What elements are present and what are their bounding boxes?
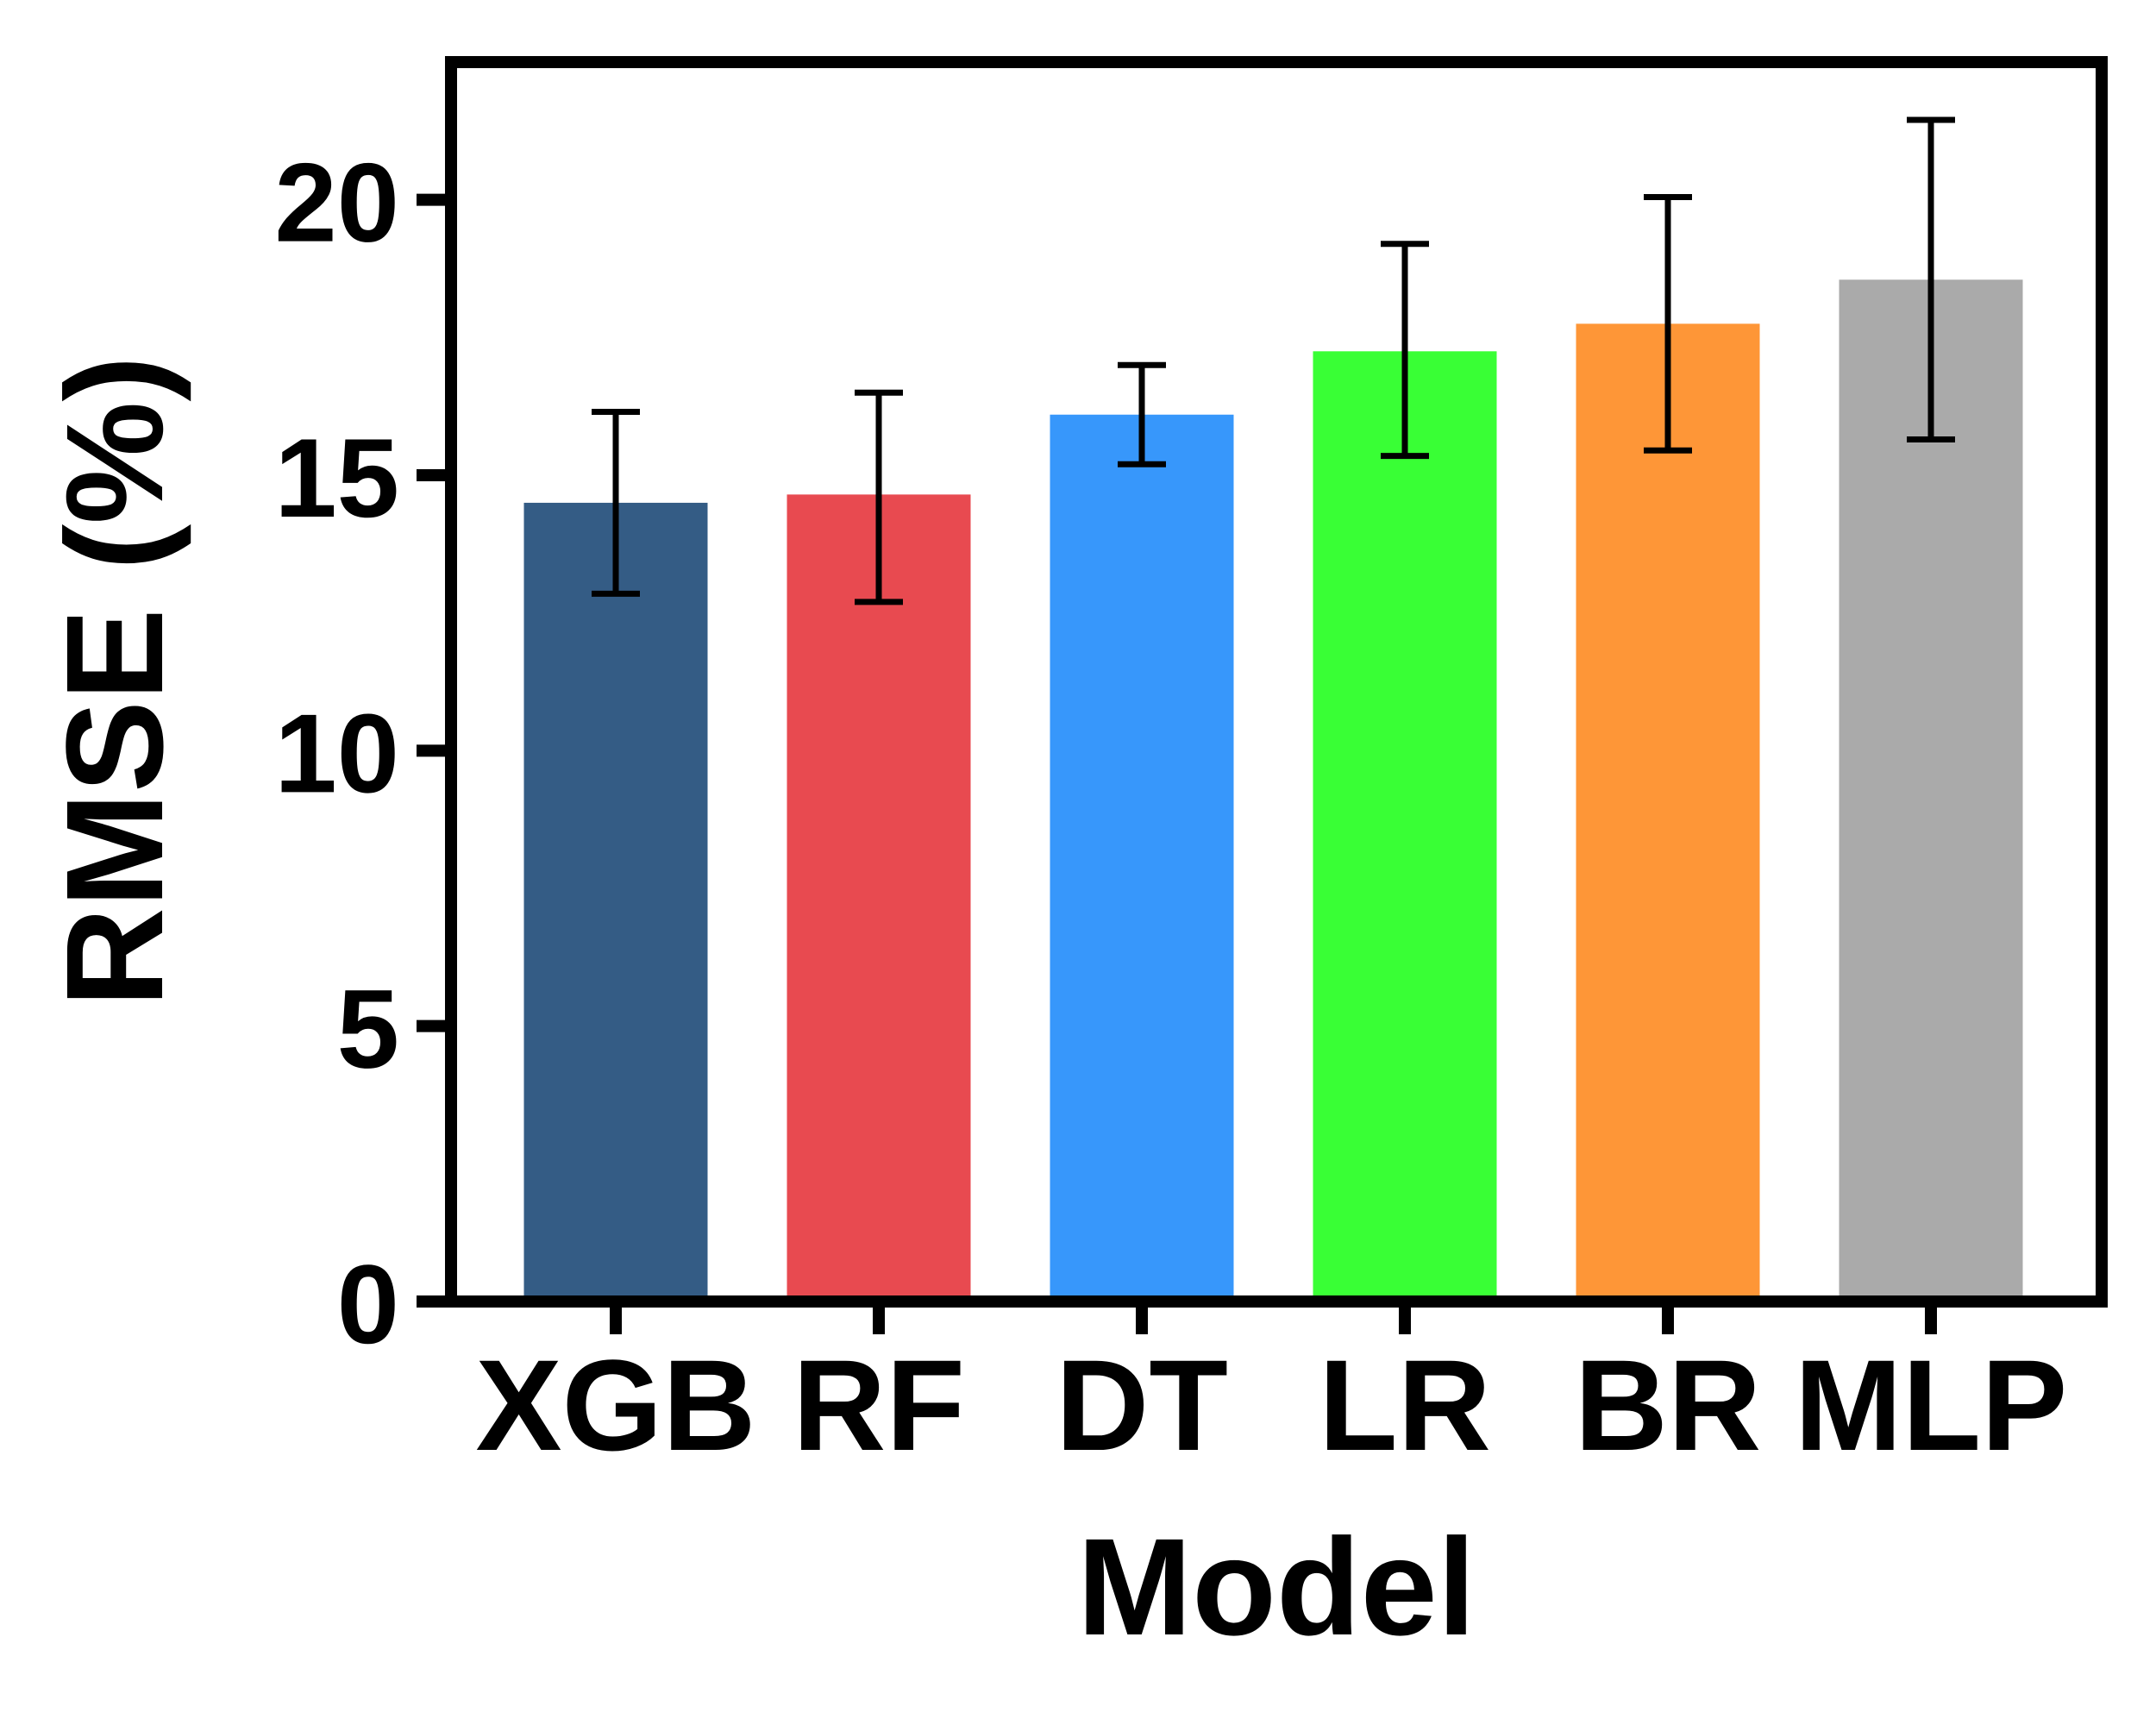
y-tick-label-20: 20 xyxy=(274,140,399,266)
error-bar-dt xyxy=(1118,361,1166,467)
error-bars-layer xyxy=(592,116,1955,605)
bar-mlp xyxy=(1839,279,2023,1302)
y-tick-label-10: 10 xyxy=(274,690,399,816)
bars-layer xyxy=(523,279,2023,1302)
y-axis: 0 5 10 15 20 xyxy=(274,140,451,1367)
x-axis: XGB RF DT LR BR MLP xyxy=(475,1302,2067,1477)
x-tick-label-dt: DT xyxy=(1056,1333,1228,1477)
x-tick-label-xgb: XGB xyxy=(475,1333,755,1477)
bar-lr xyxy=(1313,351,1497,1302)
error-bar-br xyxy=(1644,193,1692,454)
x-tick-label-rf: RF xyxy=(793,1333,965,1477)
y-tick-label-15: 15 xyxy=(274,415,399,541)
error-bar-mlp xyxy=(1907,116,1955,442)
error-bar-lr xyxy=(1381,241,1429,460)
bar-xgb xyxy=(523,502,708,1302)
bar-dt xyxy=(1050,414,1234,1302)
bar-br xyxy=(1576,323,1760,1302)
error-bar-rf xyxy=(855,389,903,605)
y-tick-label-5: 5 xyxy=(337,966,399,1092)
bar-rf xyxy=(787,494,971,1302)
y-tick-label-0: 0 xyxy=(337,1241,399,1367)
x-tick-label-lr: LR xyxy=(1319,1333,1491,1477)
x-tick-label-mlp: MLP xyxy=(1795,1333,2068,1477)
error-bar-xgb xyxy=(592,409,640,597)
x-tick-label-br: BR xyxy=(1575,1333,1762,1477)
y-axis-label: RMSE (%) xyxy=(37,355,191,1007)
plot-frame xyxy=(445,56,2108,1308)
x-axis-label: Model xyxy=(1077,1509,1476,1664)
